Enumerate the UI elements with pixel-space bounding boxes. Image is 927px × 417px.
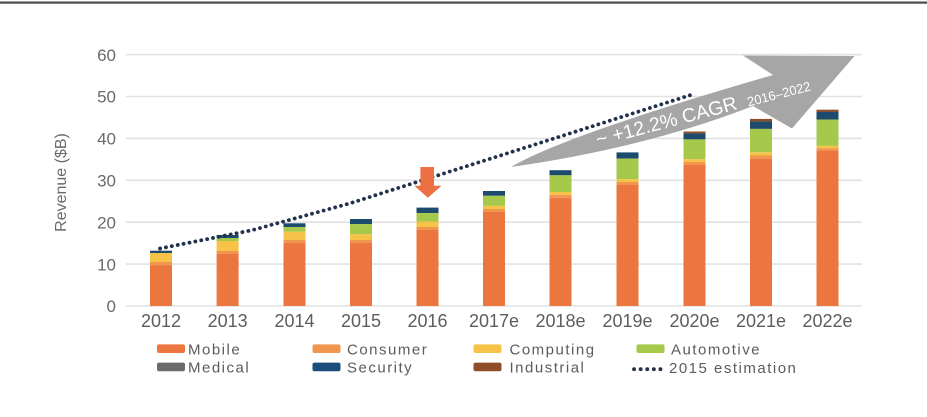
svg-text:Mobile: Mobile — [188, 342, 241, 359]
svg-text:Industrial: Industrial — [510, 359, 586, 376]
svg-text:2020e: 2020e — [669, 311, 719, 331]
svg-text:2016: 2016 — [407, 311, 447, 331]
svg-text:2017e: 2017e — [469, 311, 519, 331]
svg-text:2018e: 2018e — [535, 311, 585, 331]
svg-text:10: 10 — [97, 255, 116, 274]
svg-text:60: 60 — [97, 46, 116, 65]
svg-text:0: 0 — [107, 297, 116, 316]
svg-text:30: 30 — [97, 172, 116, 191]
svg-text:2012: 2012 — [141, 311, 181, 331]
svg-text:50: 50 — [97, 88, 116, 107]
svg-text:Computing: Computing — [510, 342, 596, 359]
svg-text:2019e: 2019e — [602, 311, 652, 331]
svg-text:2015: 2015 — [341, 311, 381, 331]
svg-text:40: 40 — [97, 130, 116, 149]
svg-text:2021e: 2021e — [736, 311, 786, 331]
svg-text:20: 20 — [97, 213, 116, 232]
svg-text:Medical: Medical — [188, 359, 250, 376]
svg-text:Automotive: Automotive — [671, 342, 761, 359]
svg-text:2015 estimation: 2015 estimation — [669, 360, 797, 377]
svg-text:Security: Security — [347, 359, 413, 376]
svg-text:2022e: 2022e — [802, 311, 852, 331]
svg-text:Revenue ($B): Revenue ($B) — [53, 133, 70, 232]
svg-text:Consumer: Consumer — [347, 342, 428, 359]
svg-text:2014: 2014 — [274, 311, 314, 331]
svg-text:2013: 2013 — [208, 311, 248, 331]
